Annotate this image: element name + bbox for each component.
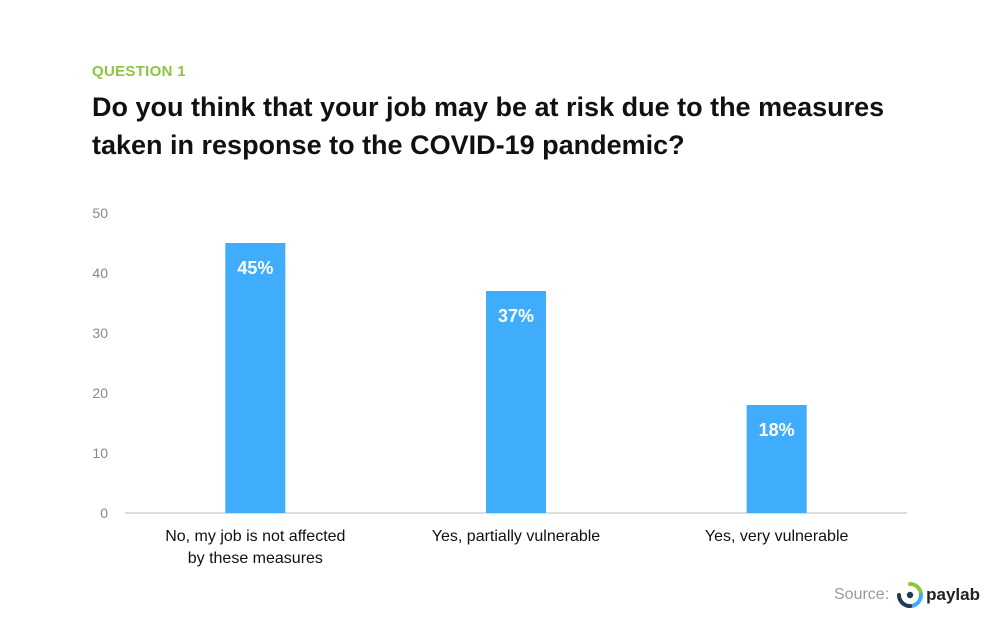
category-label: Yes, very vulnerable xyxy=(705,528,849,545)
category-label-line: Yes, very vulnerable xyxy=(705,528,849,545)
bar xyxy=(225,243,286,513)
paylab-logo-icon xyxy=(897,582,924,608)
y-tick-label: 20 xyxy=(92,385,108,401)
y-tick-label: 0 xyxy=(100,505,108,521)
bar xyxy=(486,291,546,513)
paylab-logo: paylab xyxy=(897,582,980,608)
category-label: No, my job is not affected by these measu… xyxy=(165,528,345,567)
category-label-line: by these measures xyxy=(188,550,323,567)
source-attribution: Source: paylab xyxy=(834,582,980,608)
y-tick-label: 40 xyxy=(92,265,108,281)
y-tick-label: 50 xyxy=(92,205,108,221)
data-label: 45% xyxy=(237,258,273,278)
question-eyebrow: QUESTION 1 xyxy=(92,63,186,80)
logo-text: paylab xyxy=(926,585,980,604)
data-label: 18% xyxy=(759,420,795,440)
y-tick-label: 10 xyxy=(92,445,108,461)
source-label: Source: xyxy=(834,586,890,603)
data-label: 37% xyxy=(498,306,534,326)
category-label-line: No, my job is not affected xyxy=(165,528,345,545)
category-label: Yes, partially vulnerable xyxy=(432,528,601,545)
y-tick-label: 30 xyxy=(92,325,108,341)
bar xyxy=(746,405,807,513)
chart-title: Do you think that your job may be at ris… xyxy=(92,92,885,160)
category-label-line: Yes, partially vulnerable xyxy=(432,528,601,545)
